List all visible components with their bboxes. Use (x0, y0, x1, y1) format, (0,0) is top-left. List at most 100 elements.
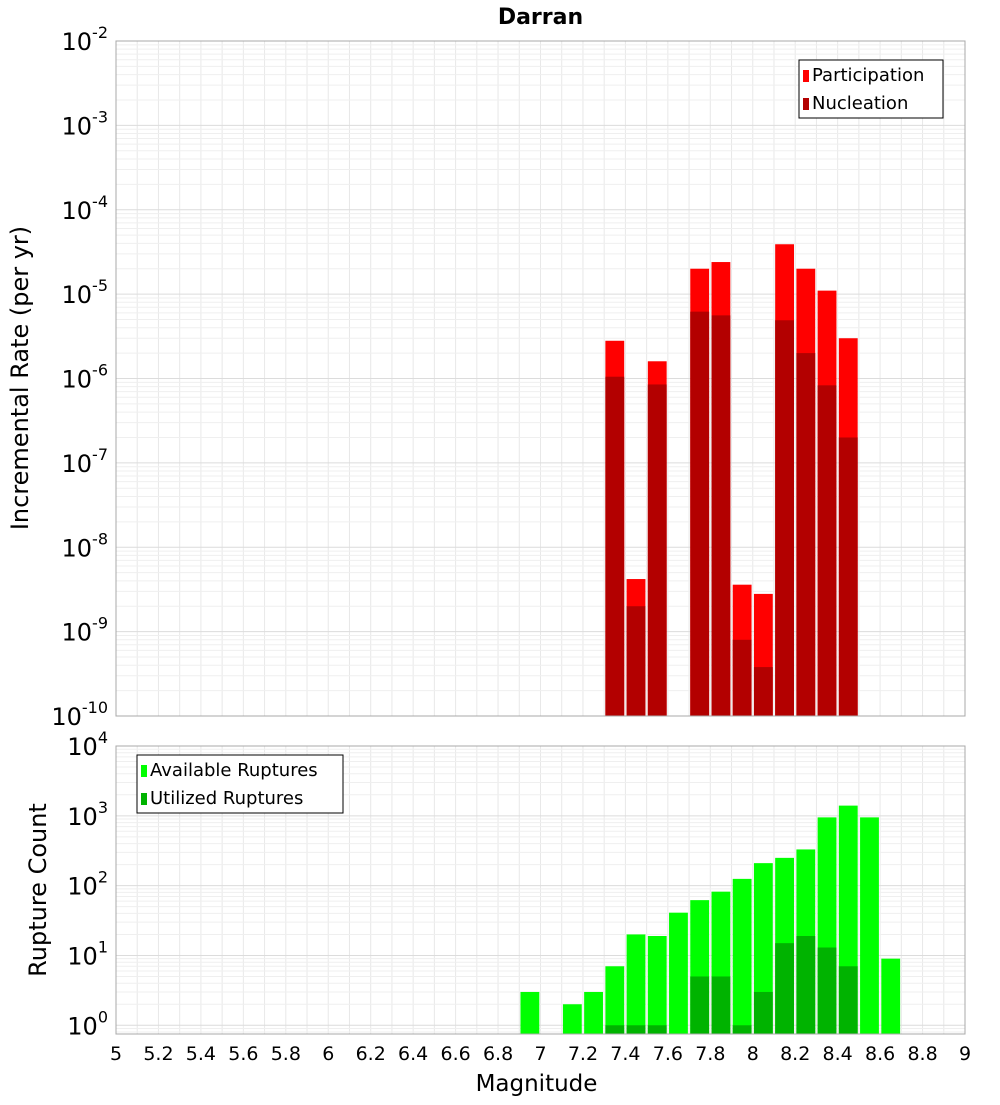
bar-available-ruptures (881, 958, 901, 1034)
bar-utilized-ruptures (626, 1025, 646, 1034)
bar-nucleation (626, 606, 646, 716)
y-axis-label: Rupture Count (24, 803, 52, 977)
y-tick-base: 10 (62, 366, 93, 394)
x-tick-label: 5.4 (186, 1043, 216, 1065)
x-tick-label: 5.8 (271, 1043, 301, 1065)
bar-nucleation (753, 667, 773, 716)
y-tick-base: 10 (62, 112, 93, 140)
x-tick-label: 5 (110, 1043, 122, 1065)
y-tick-base: 10 (62, 534, 93, 562)
bar-nucleation (647, 384, 667, 716)
y-tick-exponent: -7 (92, 445, 108, 464)
y-tick-exponent: -10 (82, 698, 108, 717)
x-tick-label: 6.2 (356, 1043, 386, 1065)
y-tick-label: 10-3 (62, 107, 109, 140)
y-tick-exponent: 2 (98, 868, 108, 887)
y-tick-exponent: 0 (98, 1007, 108, 1026)
y-tick-label: 10-4 (62, 192, 109, 225)
legend-label: Nucleation (812, 93, 908, 114)
x-tick-label: 6 (322, 1043, 334, 1065)
y-tick-label: 10-8 (62, 529, 109, 562)
bar-utilized-ruptures (690, 976, 710, 1034)
bar-utilized-ruptures (775, 943, 794, 1034)
y-tick-label: 10-10 (51, 698, 108, 731)
x-tick-label: 8 (747, 1043, 759, 1065)
bar-nucleation (711, 315, 731, 716)
y-tick-exponent: 1 (98, 937, 108, 956)
bar-available-ruptures (732, 878, 752, 1034)
bar-utilized-ruptures (838, 966, 858, 1034)
bar-nucleation (775, 320, 794, 716)
x-tick-label: 8.4 (823, 1043, 853, 1065)
legend-swatch (803, 98, 809, 110)
bar-available-ruptures (647, 935, 667, 1034)
y-tick-label: 103 (67, 798, 108, 831)
x-tick-label: 7.4 (610, 1043, 640, 1065)
y-tick-base: 10 (62, 28, 93, 56)
y-tick-exponent: -5 (92, 276, 108, 295)
x-tick-label: 8.8 (907, 1043, 937, 1065)
y-tick-exponent: 3 (98, 798, 108, 817)
y-tick-label: 10-2 (62, 23, 109, 56)
bar-available-ruptures (753, 863, 773, 1034)
bar-nucleation (796, 353, 816, 716)
y-tick-exponent: -6 (92, 361, 108, 380)
y-tick-exponent: -3 (92, 107, 108, 126)
bar-utilized-ruptures (647, 1025, 667, 1034)
bar-available-ruptures (584, 991, 603, 1034)
legend-label: Utilized Ruptures (150, 788, 303, 809)
bar-nucleation (817, 385, 837, 716)
bar-available-ruptures (562, 1004, 582, 1034)
bar-nucleation (838, 437, 858, 716)
y-tick-exponent: 4 (98, 728, 108, 747)
plot-frame (115, 745, 966, 1035)
x-tick-label: 7 (534, 1043, 546, 1065)
y-tick-label: 10-9 (62, 614, 109, 647)
bar-available-ruptures (520, 991, 540, 1034)
y-tick-exponent: -2 (92, 23, 108, 42)
y-tick-label: 104 (67, 728, 108, 761)
x-axis-label: Magnitude (476, 1071, 598, 1097)
y-tick-base: 10 (67, 803, 98, 831)
bar-utilized-ruptures (732, 1025, 752, 1034)
bar-utilized-ruptures (796, 935, 816, 1034)
x-tick-label: 7.8 (695, 1043, 725, 1065)
x-tick-label: 8.6 (865, 1043, 895, 1065)
x-tick-label: 5.2 (143, 1043, 173, 1065)
y-axis-label: Incremental Rate (per yr) (6, 226, 34, 530)
bar-utilized-ruptures (711, 976, 731, 1034)
y-tick-base: 10 (67, 873, 98, 901)
chart-panel-1: 10-1010-910-810-710-610-510-410-310-2Inc… (6, 5, 966, 731)
y-tick-base: 10 (62, 619, 93, 647)
x-tick-label: 6.4 (398, 1043, 428, 1065)
legend-swatch (141, 793, 147, 805)
legend: Participation Nucleation (798, 59, 944, 119)
bar-utilized-ruptures (605, 1025, 625, 1034)
y-tick-label: 10-5 (62, 276, 109, 309)
legend-box (136, 754, 344, 814)
y-tick-base: 10 (67, 942, 98, 970)
y-tick-exponent: -8 (92, 529, 108, 548)
y-tick-label: 100 (67, 1007, 108, 1040)
legend: Available Ruptures Utilized Ruptures (136, 754, 344, 814)
y-tick-base: 10 (62, 450, 93, 478)
y-tick-label: 10-6 (62, 361, 109, 394)
y-tick-base: 10 (62, 281, 93, 309)
y-tick-exponent: -4 (92, 192, 108, 211)
y-tick-label: 101 (67, 937, 108, 970)
x-tick-label: 7.2 (568, 1043, 598, 1065)
legend-swatch (803, 70, 809, 82)
legend-label: Participation (812, 65, 924, 86)
bar-nucleation (732, 639, 752, 716)
bar-available-ruptures (605, 966, 625, 1034)
bar-available-ruptures (669, 912, 688, 1034)
bar-available-ruptures (860, 817, 879, 1034)
y-tick-base: 10 (51, 703, 82, 731)
y-tick-label: 10-7 (62, 445, 109, 478)
x-tick-label: 6.6 (440, 1043, 470, 1065)
y-tick-label: 102 (67, 868, 108, 901)
plot-frame (115, 40, 966, 717)
x-tick-label: 7.6 (653, 1043, 683, 1065)
y-tick-exponent: -9 (92, 614, 108, 633)
